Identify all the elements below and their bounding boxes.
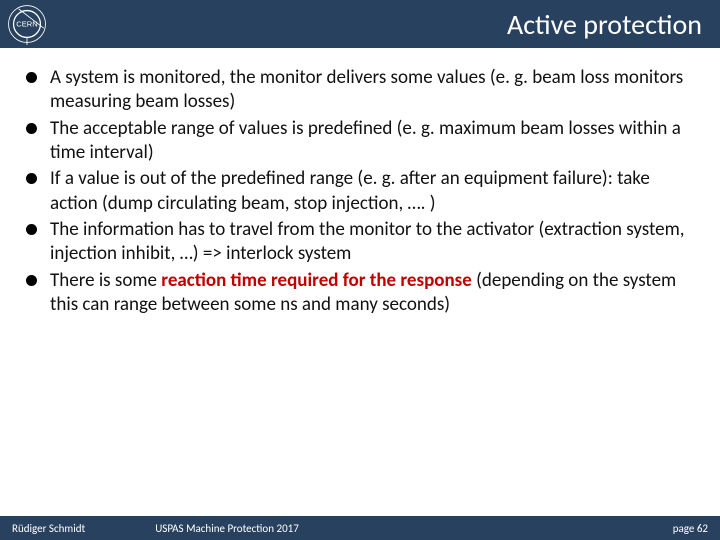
bullet-list: A system is monitored, the monitor deliv… xyxy=(22,66,698,317)
bullet-text: The acceptable range of values is predef… xyxy=(50,117,681,164)
footer-event: USPAS Machine Protection 2017 xyxy=(85,522,673,535)
title-bar: Active protection xyxy=(54,0,720,48)
cern-logo-text: CERN xyxy=(16,20,37,29)
footer-page: page 62 xyxy=(673,522,708,535)
bullet-item: If a value is out of the predefined rang… xyxy=(22,167,698,216)
slide-content: A system is monitored, the monitor deliv… xyxy=(0,48,720,516)
bullet-text: If a value is out of the predefined rang… xyxy=(50,167,650,214)
slide-title: Active protection xyxy=(507,7,702,42)
bullet-item: A system is monitored, the monitor deliv… xyxy=(22,66,698,115)
slide-footer: Rüdiger Schmidt USPAS Machine Protection… xyxy=(0,516,720,540)
bullet-text-pre: There is some xyxy=(50,269,161,292)
bullet-item: The acceptable range of values is predef… xyxy=(22,117,698,166)
bullet-text-emph: reaction time required for the response xyxy=(161,269,472,292)
cern-logo-box: CERN xyxy=(0,0,54,48)
bullet-text: The information has to travel from the m… xyxy=(50,218,685,265)
bullet-item: The information has to travel from the m… xyxy=(22,218,698,267)
cern-logo-icon: CERN xyxy=(6,3,48,45)
footer-author: Rüdiger Schmidt xyxy=(12,522,85,535)
slide-root: CERN Active protection A system is monit… xyxy=(0,0,720,540)
slide-header: CERN Active protection xyxy=(0,0,720,48)
bullet-text: A system is monitored, the monitor deliv… xyxy=(50,66,683,113)
bullet-item: There is some reaction time required for… xyxy=(22,269,698,318)
